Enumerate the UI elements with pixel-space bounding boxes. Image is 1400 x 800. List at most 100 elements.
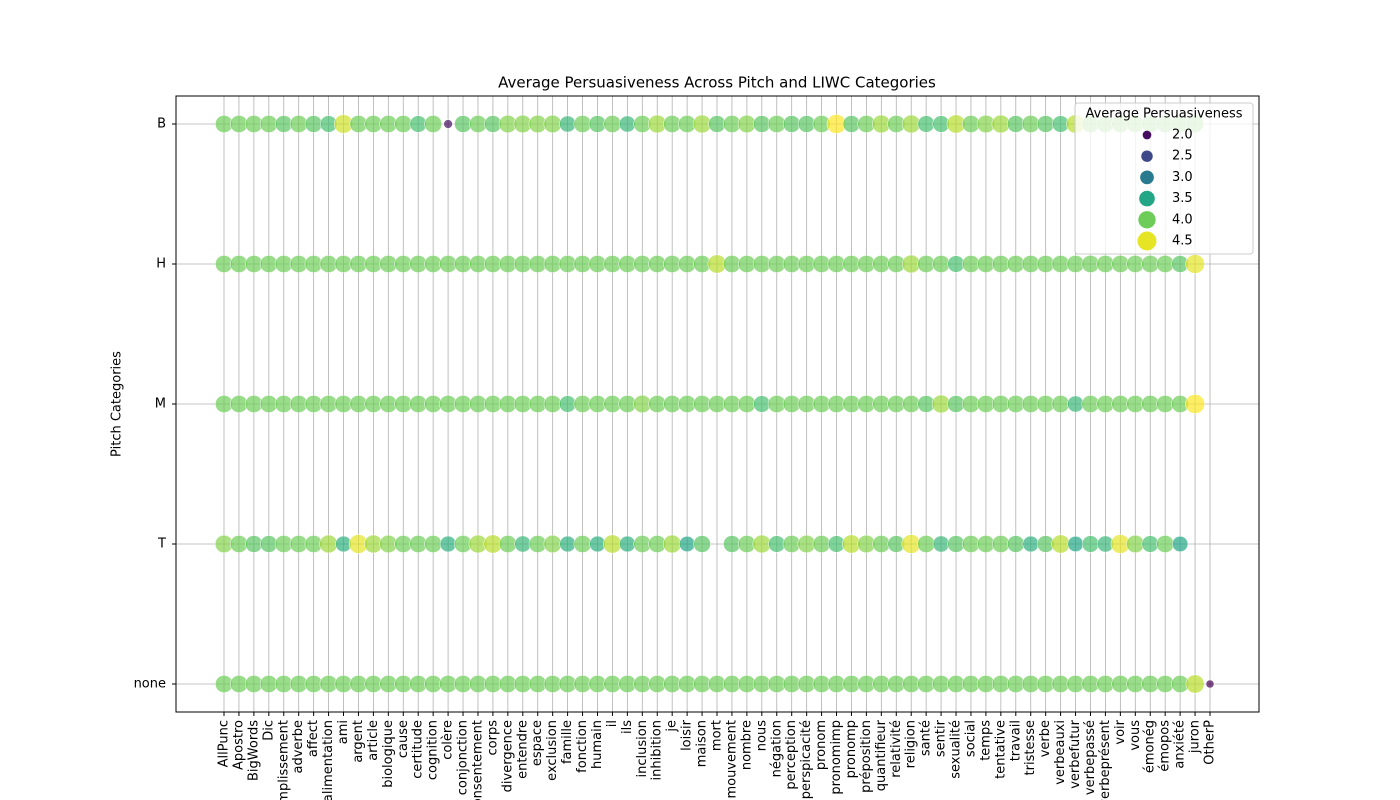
- x-tick-label: pronom: [814, 720, 829, 770]
- x-tick-label: inhibition: [650, 720, 665, 780]
- x-tick-label: biologique: [381, 720, 396, 788]
- axes: AllPunc Apostro BigWords Dic accomplissement…: [134, 117, 1218, 800]
- x-tick-label: fonction: [575, 720, 590, 773]
- point: [424, 115, 443, 133]
- point: [753, 395, 771, 413]
- point: [1126, 534, 1145, 554]
- x-tick-label: verbeprésent: [1098, 720, 1113, 800]
- legend-title: Average Persuasiveness: [1085, 107, 1242, 122]
- point: [1067, 535, 1084, 553]
- point: [573, 115, 592, 133]
- legend-box: [1074, 102, 1254, 255]
- x-tick-label: famille: [560, 720, 575, 764]
- point: [737, 114, 756, 134]
- y-tick-label: M: [155, 397, 166, 412]
- legend-marker: [1142, 130, 1152, 140]
- point: [603, 115, 622, 133]
- point: [991, 535, 1010, 553]
- legend-marker: [1137, 231, 1157, 251]
- point: [543, 534, 562, 554]
- point: [767, 115, 786, 133]
- point: [1022, 535, 1039, 553]
- x-tick-label: vous: [1128, 720, 1143, 751]
- x-tick-label: voir: [1113, 719, 1128, 744]
- x-tick-label: tristesse: [1023, 720, 1038, 775]
- x-tick-label: consentement: [470, 720, 485, 800]
- x-tick-label: loisir: [680, 719, 695, 751]
- legend-marker: [1139, 190, 1155, 207]
- point: [812, 535, 831, 553]
- x-tick-label: anxiété: [1173, 720, 1188, 769]
- x-tick-label: perception: [784, 720, 799, 790]
- point: [842, 115, 861, 133]
- x-tick-label: émonég: [1143, 720, 1158, 773]
- point: [947, 255, 965, 273]
- point: [1156, 255, 1175, 273]
- point: [1051, 534, 1070, 554]
- point: [947, 395, 965, 413]
- x-tick-label: mort: [710, 720, 725, 751]
- x-tick-label: nous: [754, 720, 769, 751]
- point: [662, 534, 682, 554]
- x-tick-label: sexualité: [949, 720, 964, 779]
- point: [304, 115, 323, 133]
- x-tick-label: travail: [1008, 720, 1023, 761]
- point: [917, 535, 936, 553]
- x-tick-label: mouvement: [724, 720, 739, 799]
- x-tick-label: quantifieur: [874, 719, 889, 791]
- legend: Average Persuasiveness 2.0 2.5 3.0 3.5 4.0 4.5: [1074, 102, 1254, 255]
- legend-label: 2.5: [1172, 149, 1193, 164]
- point: [543, 114, 562, 134]
- point: [797, 115, 816, 133]
- point: [1185, 674, 1205, 694]
- x-tick-label: pronomp: [844, 720, 859, 778]
- point: [1051, 395, 1070, 413]
- x-tick-label: Dic: [261, 720, 276, 741]
- point: [902, 395, 921, 413]
- x-tick-label: inclusion: [635, 720, 650, 777]
- x-tick-label: je: [665, 720, 680, 733]
- point: [917, 115, 935, 133]
- point: [1141, 535, 1159, 553]
- x-tick-label: émopos: [1158, 720, 1173, 772]
- point: [498, 535, 517, 553]
- point: [932, 535, 950, 553]
- point: [782, 115, 801, 133]
- point: [679, 535, 696, 553]
- point: [1067, 395, 1084, 413]
- x-tick-label: divergence: [500, 720, 515, 792]
- point: [259, 115, 278, 133]
- x-tick-label: ami: [336, 720, 351, 744]
- point: [514, 535, 532, 553]
- point: [1172, 535, 1189, 553]
- point: [603, 534, 622, 554]
- x-tick-label: humain: [590, 720, 605, 769]
- point: [559, 395, 577, 413]
- point: [1021, 115, 1040, 133]
- point: [737, 395, 756, 413]
- point: [1036, 115, 1055, 133]
- point: [619, 535, 636, 553]
- x-tick-label: article: [366, 720, 381, 761]
- x-tick-label: verbeauxi: [1053, 720, 1068, 785]
- point: [573, 535, 592, 553]
- point: [260, 535, 278, 553]
- point: [752, 534, 772, 554]
- point: [394, 115, 413, 133]
- point: [289, 115, 308, 133]
- point: [708, 115, 726, 133]
- point: [1156, 535, 1175, 553]
- point: [1185, 254, 1205, 274]
- x-tick-label: maison: [695, 720, 710, 767]
- legend-marker: [1138, 211, 1156, 229]
- x-tick-label: social: [963, 720, 978, 757]
- point: [275, 115, 293, 133]
- x-tick-label: relativité: [889, 720, 904, 778]
- point: [693, 535, 711, 553]
- x-tick-label: ils: [620, 720, 635, 734]
- point: [543, 395, 562, 413]
- x-tick-label: conjonction: [456, 720, 471, 795]
- x-tick-label: certitude: [411, 720, 426, 779]
- x-tick-label: temps: [978, 720, 993, 761]
- x-tick-label: alimentation: [321, 720, 336, 800]
